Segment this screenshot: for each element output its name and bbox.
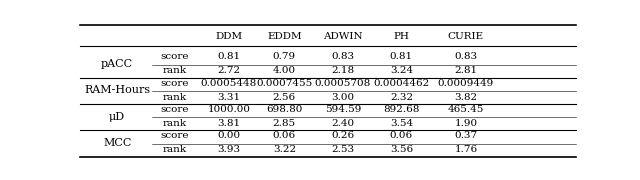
Text: score: score	[160, 105, 189, 114]
Text: 594.59: 594.59	[324, 105, 361, 114]
Text: 1.76: 1.76	[454, 145, 477, 154]
Text: 3.00: 3.00	[332, 93, 355, 102]
Text: 0.83: 0.83	[332, 52, 355, 61]
Text: 3.93: 3.93	[217, 145, 241, 154]
Text: 2.85: 2.85	[273, 119, 296, 128]
Text: MCC: MCC	[103, 138, 131, 148]
Text: 3.81: 3.81	[217, 119, 241, 128]
Text: pACC: pACC	[101, 59, 133, 69]
Text: rank: rank	[162, 145, 186, 154]
Text: 0.00: 0.00	[217, 131, 241, 140]
Text: EDDM: EDDM	[267, 32, 301, 41]
Text: score: score	[160, 52, 189, 61]
Text: 698.80: 698.80	[266, 105, 303, 114]
Text: 0.0004462: 0.0004462	[373, 79, 429, 88]
Text: 892.68: 892.68	[383, 105, 420, 114]
Text: 0.0009449: 0.0009449	[438, 79, 494, 88]
Text: 3.22: 3.22	[273, 145, 296, 154]
Text: 0.37: 0.37	[454, 131, 477, 140]
Text: rank: rank	[162, 119, 186, 128]
Text: 0.0007455: 0.0007455	[256, 79, 312, 88]
Text: ADWIN: ADWIN	[323, 32, 363, 41]
Text: 4.00: 4.00	[273, 66, 296, 75]
Text: 0.06: 0.06	[390, 131, 413, 140]
Text: rank: rank	[162, 93, 186, 102]
Text: 3.82: 3.82	[454, 93, 477, 102]
Text: 1000.00: 1000.00	[207, 105, 250, 114]
Text: rank: rank	[162, 66, 186, 75]
Text: 3.24: 3.24	[390, 66, 413, 75]
Text: DDM: DDM	[215, 32, 243, 41]
Text: RAM-Hours: RAM-Hours	[84, 85, 150, 95]
Text: 0.26: 0.26	[332, 131, 355, 140]
Text: 2.72: 2.72	[217, 66, 241, 75]
Text: PH: PH	[394, 32, 410, 41]
Text: 2.56: 2.56	[273, 93, 296, 102]
Text: CURIE: CURIE	[448, 32, 484, 41]
Text: 2.40: 2.40	[332, 119, 355, 128]
Text: 0.81: 0.81	[217, 52, 241, 61]
Text: 0.0005448: 0.0005448	[201, 79, 257, 88]
Text: 465.45: 465.45	[448, 105, 484, 114]
Text: 2.32: 2.32	[390, 93, 413, 102]
Text: 0.81: 0.81	[390, 52, 413, 61]
Text: 2.53: 2.53	[332, 145, 355, 154]
Text: 3.56: 3.56	[390, 145, 413, 154]
Text: score: score	[160, 79, 189, 88]
Text: 3.31: 3.31	[217, 93, 241, 102]
Text: μD: μD	[109, 112, 125, 122]
Text: 0.0005708: 0.0005708	[315, 79, 371, 88]
Text: 0.79: 0.79	[273, 52, 296, 61]
Text: 2.18: 2.18	[332, 66, 355, 75]
Text: score: score	[160, 131, 189, 140]
Text: 1.90: 1.90	[454, 119, 477, 128]
Text: 2.81: 2.81	[454, 66, 477, 75]
Text: 0.83: 0.83	[454, 52, 477, 61]
Text: 0.06: 0.06	[273, 131, 296, 140]
Text: 3.54: 3.54	[390, 119, 413, 128]
